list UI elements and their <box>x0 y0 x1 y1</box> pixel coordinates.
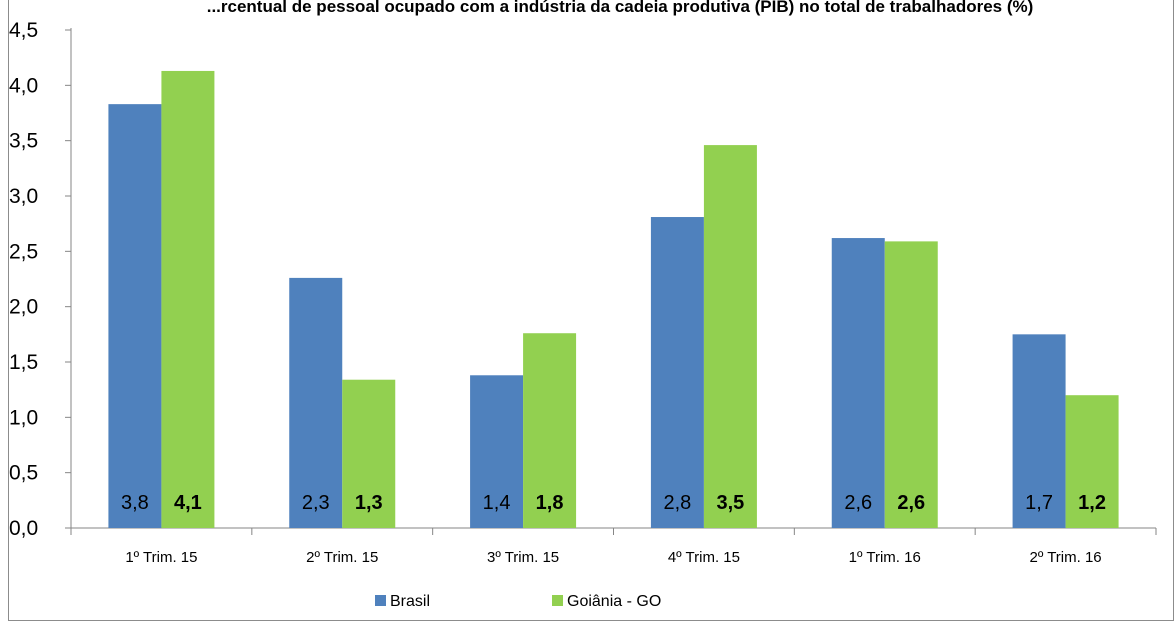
data-label: 2,6 <box>897 492 925 514</box>
data-label: 2,8 <box>664 492 692 514</box>
bar-brasil <box>108 104 161 528</box>
bar-goiania <box>885 241 938 528</box>
y-tick-label: 1,0 <box>9 406 38 429</box>
y-tick-label: 0,0 <box>9 517 38 540</box>
y-tick-label: 2,5 <box>9 240 38 263</box>
legend-label: Goiânia - GO <box>567 593 661 610</box>
legend-swatch <box>552 595 563 606</box>
y-tick-label: 3,0 <box>9 185 38 208</box>
y-axis: 0,0 0,5 1,0 1,5 2,0 2,5 3,0 3,5 4,0 4,5 <box>9 19 71 540</box>
y-tick-label: 4,5 <box>9 19 38 42</box>
x-tick-label: 4º Trim. 15 <box>668 549 740 566</box>
y-tick-label: 1,5 <box>9 351 38 374</box>
data-label: 2,3 <box>302 492 330 514</box>
bar-brasil <box>832 238 885 528</box>
data-label: 3,5 <box>717 492 745 514</box>
legend-swatch <box>375 595 386 606</box>
y-tick-label: 0,5 <box>9 462 38 485</box>
data-labels: 3,8 4,1 2,3 1,3 1,4 1,8 2,8 3,5 2,6 2,6 1,7 1,2 <box>121 492 1106 514</box>
y-tick-label: 3,5 <box>9 130 38 153</box>
legend-label: Brasil <box>390 593 430 610</box>
x-tick-label: 2º Trim. 15 <box>306 549 378 566</box>
y-tick-label: 4,0 <box>9 74 38 97</box>
data-label: 1,8 <box>536 492 564 514</box>
x-axis: 1º Trim. 15 2º Trim. 15 3º Trim. 15 4º Trim… <box>71 528 1156 566</box>
chart-title: ...rcentual de pessoal ocupado com a ind… <box>207 0 1034 16</box>
x-tick-label: 1º Trim. 16 <box>849 549 921 566</box>
data-label: 1,3 <box>355 492 383 514</box>
x-tick-label: 3º Trim. 15 <box>487 549 559 566</box>
data-label: 2,6 <box>844 492 872 514</box>
x-tick-label: 2º Trim. 16 <box>1029 549 1101 566</box>
bar-goiania <box>704 145 757 528</box>
data-label: 1,4 <box>483 492 511 514</box>
bar-brasil <box>289 278 342 528</box>
bars <box>108 71 1118 528</box>
data-label: 1,7 <box>1025 492 1053 514</box>
data-label: 4,1 <box>174 492 202 514</box>
y-tick-label: 2,0 <box>9 296 38 319</box>
data-label: 3,8 <box>121 492 149 514</box>
x-tick-label: 1º Trim. 15 <box>125 549 197 566</box>
bar-goiania <box>161 71 214 528</box>
legend: Brasil Goiânia - GO <box>375 593 661 610</box>
data-label: 1,2 <box>1078 492 1106 514</box>
bar-brasil <box>651 217 704 528</box>
